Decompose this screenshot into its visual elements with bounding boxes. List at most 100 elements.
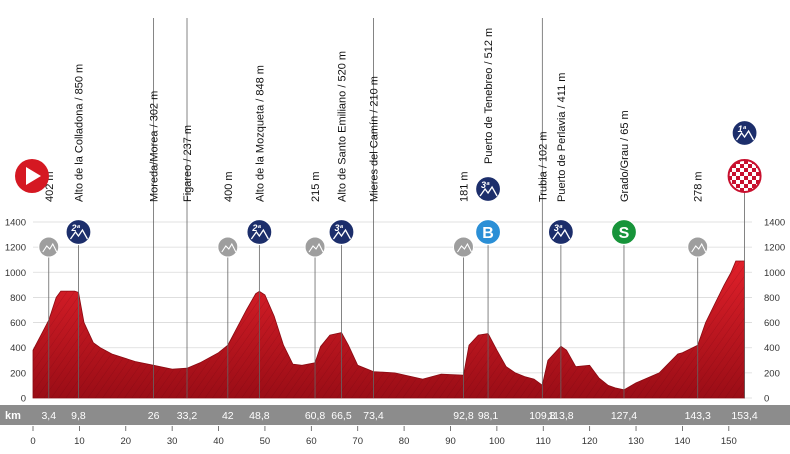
feed-zone-icon-1 bbox=[217, 236, 239, 258]
y-axis-right: 0 200 400 600 800 1000 1200 1400 bbox=[764, 218, 785, 405]
x-tick-60: 60 bbox=[306, 436, 317, 447]
finish-climb-badge-10-cat-text: 1ª bbox=[738, 124, 747, 134]
climb-badge-0: 2ª bbox=[65, 218, 92, 246]
km-marker-15: 153,4 bbox=[731, 410, 757, 422]
feed-zone-icon-3 bbox=[452, 236, 474, 258]
climb-badge-3-circle bbox=[246, 218, 273, 246]
feed-zone-icon-3-mountain-icon bbox=[457, 242, 472, 253]
km-marker-9: 92,8 bbox=[453, 410, 474, 422]
km-marker-bar: km 3,4 9,8 26 33,2 42 48,8 60,8 66,5 73,4 92,8 98,1… bbox=[0, 405, 790, 425]
town-label-5: Mieres del Camín / 210 m bbox=[369, 76, 381, 202]
climb-badge-0-cat-text: 2ª bbox=[70, 223, 80, 233]
feed-zone-icon-1-circle bbox=[217, 236, 239, 258]
climb-badge-8-cat-text: 3ª bbox=[554, 223, 563, 233]
y-tick-right-400: 400 bbox=[764, 343, 780, 354]
y-tick-right-1200: 1200 bbox=[764, 243, 785, 254]
y-tick-right-1400: 1400 bbox=[764, 218, 785, 229]
finish-flag-icon bbox=[727, 159, 762, 193]
elevation-area-layer bbox=[32, 260, 746, 399]
bonus-circle-6 bbox=[474, 218, 502, 246]
x-tick-110: 110 bbox=[536, 436, 551, 447]
x-tick-90: 90 bbox=[445, 436, 456, 447]
climb-label-6: Puerto de Tenebreo / 512 m bbox=[483, 28, 495, 164]
km-marker-4: 42 bbox=[222, 410, 234, 422]
km-marker-6: 60,8 bbox=[305, 410, 326, 422]
feed-zone-icon-4-circle bbox=[687, 236, 709, 258]
climb-badge-4: 3ª bbox=[328, 218, 355, 246]
km-bar-background bbox=[0, 405, 790, 425]
x-tick-70: 70 bbox=[352, 436, 363, 447]
climb-badge-6: 3ª bbox=[474, 175, 502, 203]
x-tick-150: 150 bbox=[721, 436, 737, 447]
point-icons: 2ª 2ª 3ª 3ª B 3ª S 1ª bbox=[15, 119, 762, 258]
feed-zone-icon-3-circle bbox=[452, 236, 474, 258]
feed-zone-icon-0-circle bbox=[38, 236, 60, 258]
x-tick-30: 30 bbox=[167, 436, 178, 447]
km-marker-0: 3,4 bbox=[41, 410, 56, 422]
km-marker-5: 48,8 bbox=[249, 410, 270, 422]
sprint-text-9: S bbox=[619, 225, 630, 242]
km-marker-13: 127,4 bbox=[611, 410, 637, 422]
y-tick-right-0: 0 bbox=[764, 394, 769, 405]
y-tick-left-1200: 1200 bbox=[5, 243, 26, 254]
start-badge bbox=[15, 159, 49, 193]
x-tick-80: 80 bbox=[399, 436, 410, 447]
climb-badge-6-cat-text: 3ª bbox=[481, 180, 490, 190]
climb-badge-3: 2ª bbox=[246, 218, 273, 246]
climb-badge-4-mountain-icon bbox=[332, 228, 352, 240]
feed-zone-icon-2-circle bbox=[304, 236, 326, 258]
y-axis-left: 0 200 400 600 800 1000 1200 1400 bbox=[5, 218, 26, 405]
bonus-badge-6: B bbox=[474, 218, 502, 246]
x-tick-140: 140 bbox=[674, 436, 690, 447]
feed-zone-label-2: 215 m bbox=[310, 171, 322, 202]
y-tick-left-1400: 1400 bbox=[5, 218, 26, 229]
y-tick-right-600: 600 bbox=[764, 318, 780, 329]
feed-zone-icon-1-mountain-icon bbox=[221, 242, 237, 253]
km-marker-14: 143,3 bbox=[685, 410, 711, 422]
y-tick-right-1000: 1000 bbox=[764, 268, 785, 279]
climb-badge-6-mountain-icon bbox=[479, 185, 498, 197]
x-tick-20: 20 bbox=[120, 436, 131, 447]
y-tick-left-0: 0 bbox=[21, 394, 26, 405]
feed-zone-icon-4 bbox=[687, 236, 709, 258]
sprint-badge-9: S bbox=[610, 218, 638, 246]
finish-climb-badge-10: 1ª bbox=[731, 119, 758, 147]
feed-zone-label-1: 400 m bbox=[223, 171, 235, 202]
y-tick-left-200: 200 bbox=[10, 368, 26, 379]
y-tick-right-800: 800 bbox=[764, 293, 780, 304]
start-play-icon bbox=[26, 167, 41, 185]
y-tick-left-1000: 1000 bbox=[5, 268, 26, 279]
finish-badge-10 bbox=[727, 159, 762, 193]
km-row-label: km bbox=[5, 410, 21, 422]
x-axis: 0 10 20 30 40 50 60 70 80 90 100 110 120 130 140 150 bbox=[30, 426, 737, 447]
feed-zone-label-4: 278 m bbox=[693, 171, 705, 202]
km-marker-12: 113,8 bbox=[548, 410, 574, 422]
finish-climb-badge-10-circle bbox=[731, 119, 758, 147]
climb-badge-8-mountain-icon bbox=[552, 228, 571, 240]
town-label-2: Figareo / 237 m bbox=[182, 125, 194, 202]
climb-label-3: Alto de la Mozqueta / 848 m bbox=[254, 65, 266, 202]
feed-zone-icon-0 bbox=[38, 236, 60, 258]
km-marker-2: 26 bbox=[148, 410, 160, 422]
y-tick-left-400: 400 bbox=[10, 343, 26, 354]
feed-zone-label-3: 181 m bbox=[459, 171, 471, 202]
town-label-7: Trubia / 102 m bbox=[537, 131, 549, 202]
climb-badge-6-circle bbox=[474, 175, 502, 203]
point-guides bbox=[48, 18, 745, 398]
climb-badge-0-circle bbox=[65, 218, 92, 246]
x-tick-40: 40 bbox=[213, 436, 224, 447]
town-label-1: Moreda/Morea / 302 m bbox=[149, 91, 161, 202]
km-marker-1: 9,8 bbox=[71, 410, 86, 422]
km-marker-7: 66,5 bbox=[331, 410, 352, 422]
feed-zone-icon-4-mountain-icon bbox=[691, 242, 707, 253]
sprint-circle-9 bbox=[610, 218, 638, 246]
x-tick-10: 10 bbox=[74, 436, 85, 447]
climb-badge-0-mountain-icon bbox=[69, 228, 89, 240]
bonus-text-6: B bbox=[482, 225, 494, 242]
climb-label-8: Puerto de Perlavia / 411 m bbox=[556, 73, 568, 202]
km-marker-11: 109,8 bbox=[529, 410, 555, 422]
x-tick-120: 120 bbox=[582, 436, 598, 447]
x-tick-130: 130 bbox=[628, 436, 644, 447]
